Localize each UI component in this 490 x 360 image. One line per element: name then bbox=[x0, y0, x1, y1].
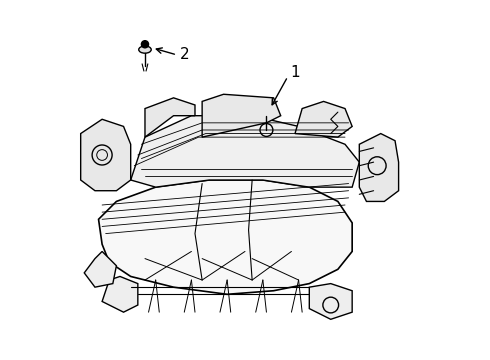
Polygon shape bbox=[359, 134, 398, 202]
Polygon shape bbox=[84, 251, 117, 287]
Polygon shape bbox=[202, 94, 281, 137]
Circle shape bbox=[142, 41, 148, 48]
Polygon shape bbox=[98, 180, 352, 294]
Polygon shape bbox=[295, 102, 352, 137]
Text: 1: 1 bbox=[290, 65, 300, 80]
Polygon shape bbox=[309, 284, 352, 319]
Polygon shape bbox=[102, 276, 138, 312]
Text: 2: 2 bbox=[179, 48, 189, 63]
Polygon shape bbox=[131, 116, 359, 187]
Polygon shape bbox=[145, 98, 195, 137]
Ellipse shape bbox=[139, 46, 151, 53]
Polygon shape bbox=[81, 119, 131, 191]
